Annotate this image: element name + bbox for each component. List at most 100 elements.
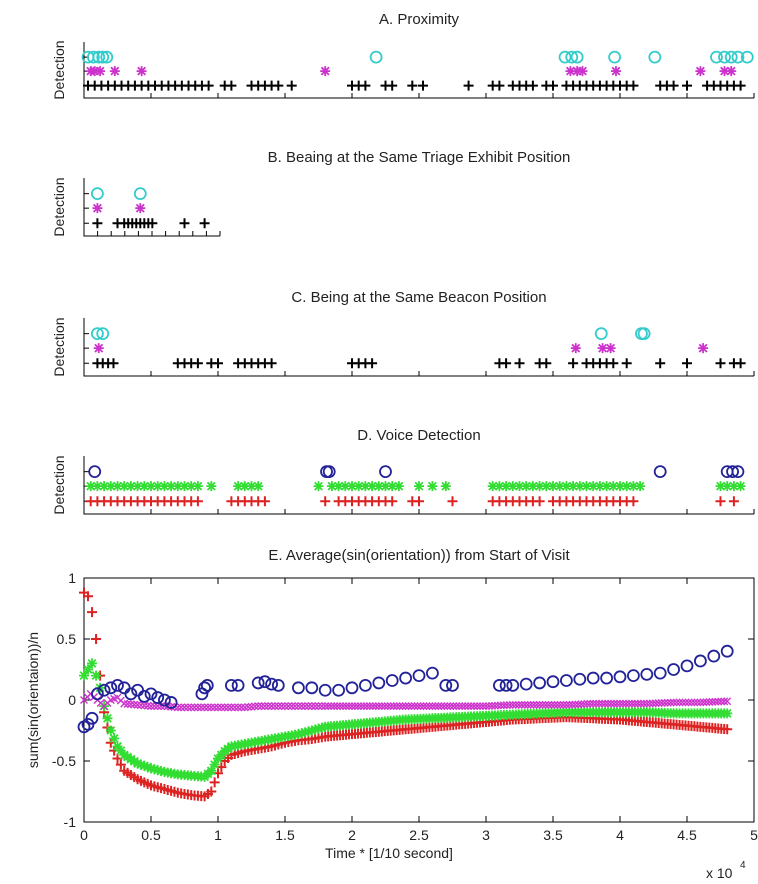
x-exponent-power: 4: [740, 860, 746, 871]
data-point: [651, 699, 660, 708]
data-point: [152, 481, 163, 492]
data-point: [109, 66, 120, 77]
axes: [83, 42, 754, 99]
data-point: [214, 703, 222, 712]
data-point: [492, 678, 506, 692]
data-point: [377, 702, 386, 711]
data-point: [92, 481, 103, 492]
data-point: [633, 699, 642, 708]
data-point: [398, 702, 407, 711]
data-point: [142, 762, 153, 773]
data-point: [326, 481, 337, 492]
data-point: [108, 358, 119, 369]
panel-title: D. Voice Detection: [357, 427, 480, 444]
data-point: [570, 343, 581, 354]
data-point: [427, 481, 438, 492]
data-point: [307, 702, 316, 711]
data-point: [227, 703, 236, 712]
data-point: [200, 703, 209, 712]
data-point: [96, 327, 110, 341]
data-point: [286, 80, 297, 91]
data-point: [233, 481, 244, 492]
data-point: [526, 700, 535, 709]
data-point: [190, 703, 199, 712]
data-point: [172, 481, 183, 492]
data-point: [416, 702, 425, 711]
data-point: [313, 481, 324, 492]
data-point: [678, 698, 687, 707]
data-point: [715, 358, 726, 369]
data-point: [277, 702, 286, 711]
data-point: [425, 702, 434, 711]
x-axis-label: Time * [1/10 second]: [325, 845, 453, 861]
data-point: [132, 758, 143, 769]
data-point: [124, 687, 138, 701]
data-point: [350, 702, 359, 711]
data-point: [157, 693, 171, 707]
data-point: [446, 702, 455, 711]
data-point: [412, 669, 426, 682]
x-tick-label: 5: [750, 827, 758, 843]
data-point: [443, 702, 452, 711]
data-point: [514, 481, 525, 492]
data-point: [577, 700, 586, 709]
data-point: [711, 697, 720, 706]
data-point: [547, 700, 556, 709]
data-point: [300, 727, 311, 738]
data-point: [217, 703, 226, 712]
data-point: [192, 358, 203, 369]
data-point: [345, 681, 359, 695]
data-point: [695, 66, 706, 77]
data-point: [588, 481, 599, 492]
data-point: [428, 702, 437, 711]
data-point: [380, 481, 391, 492]
data-point: [91, 327, 104, 341]
data-point: [558, 50, 572, 64]
data-point: [735, 80, 746, 91]
data-point: [680, 659, 694, 673]
data-point: [209, 777, 220, 788]
data-point: [226, 80, 237, 91]
panel-title: B. Beaing at the Same Triage Exhibit Pos…: [268, 149, 571, 166]
data-point: [723, 697, 732, 706]
series-circle: [91, 327, 651, 341]
data-point: [437, 702, 446, 711]
x-tick-label: 2: [348, 827, 356, 843]
data-point: [271, 678, 285, 692]
x-tick-label: 0: [80, 827, 88, 843]
data-point: [407, 80, 418, 91]
data-point: [715, 481, 726, 492]
data-point: [318, 683, 332, 697]
data-point: [577, 66, 588, 77]
y-axis-label: Detection: [51, 317, 67, 376]
data-point: [85, 481, 96, 492]
data-point: [640, 667, 654, 681]
data-point: [561, 481, 572, 492]
data-point: [482, 702, 490, 711]
data-point: [117, 681, 131, 695]
y-tick-label: 1: [68, 570, 76, 586]
data-point: [92, 203, 103, 214]
data-point: [387, 496, 398, 507]
data-point: [708, 697, 717, 706]
data-point: [310, 724, 321, 735]
data-point: [667, 663, 680, 676]
y-axis-label: Detection: [51, 455, 67, 514]
data-point: [159, 481, 170, 492]
data-point: [404, 702, 413, 711]
data-point: [520, 700, 529, 709]
data-point: [91, 187, 104, 201]
y-tick-label: -0.5: [52, 753, 76, 769]
data-point: [422, 702, 431, 711]
data-point: [668, 80, 679, 91]
data-point: [608, 50, 622, 64]
data-point: [568, 481, 579, 492]
data-point: [99, 481, 110, 492]
data-point: [635, 481, 646, 492]
data-point: [180, 703, 189, 712]
data-point: [244, 703, 253, 712]
data-point: [186, 481, 197, 492]
data-point: [95, 66, 106, 77]
data-point: [496, 701, 505, 710]
data-point: [83, 664, 94, 675]
